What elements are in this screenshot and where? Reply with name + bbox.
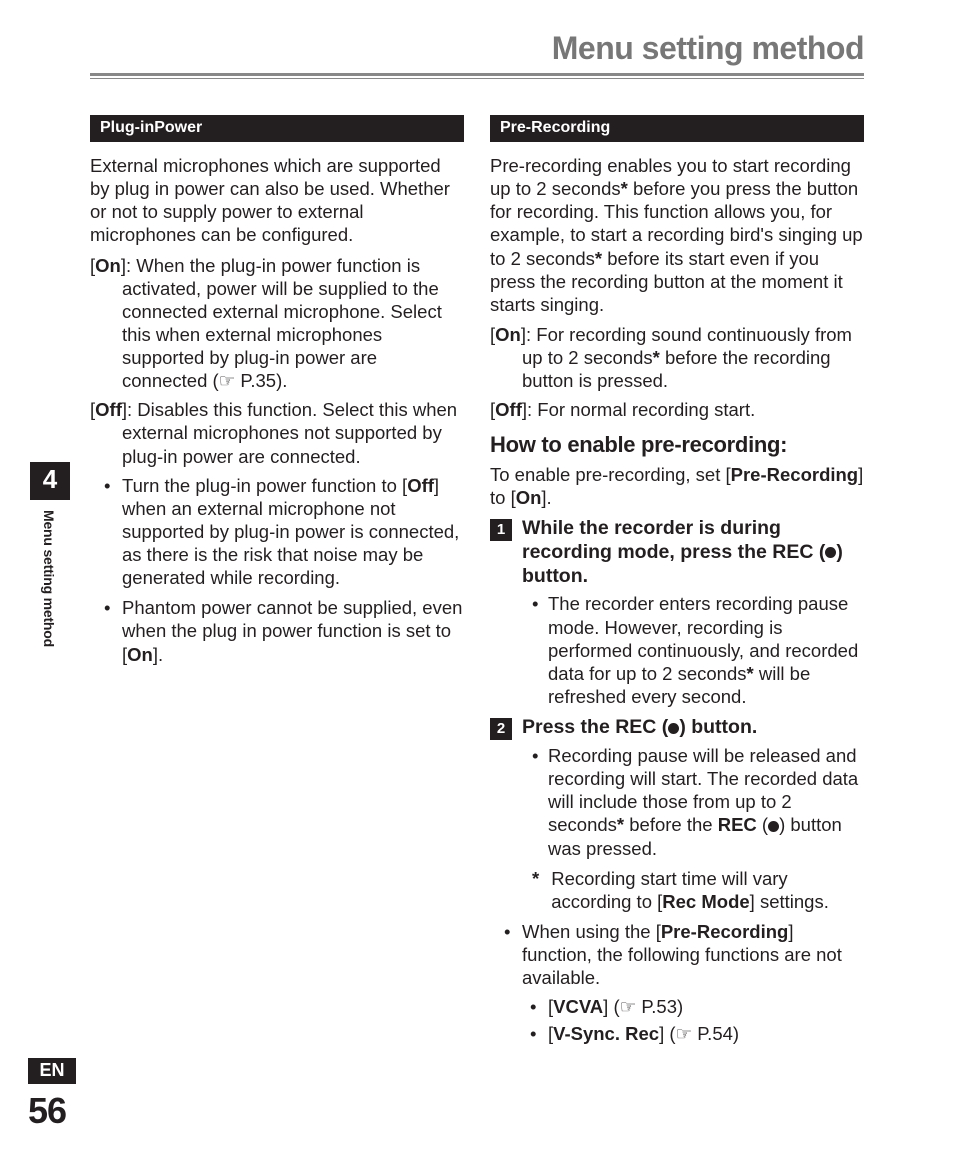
- section-header-pluginpower: Plug-inPower: [90, 115, 464, 142]
- prerecording-option-on: [On]: For recording sound continuously f…: [490, 323, 864, 392]
- off-text: : Disables this function. Select this wh…: [122, 399, 457, 466]
- pluginpower-option-off: [Off]: Disables this function. Select th…: [90, 398, 464, 467]
- enable-instruction: To enable pre-recording, set [Pre-Record…: [490, 463, 864, 509]
- unavailable-vsync-rec: [V-Sync. Rec] (☞ P.54): [548, 1022, 864, 1045]
- step-1-bullet: The recorder enters recording pause mode…: [548, 592, 864, 708]
- step-1-title: While the recorder is during recording m…: [522, 517, 864, 588]
- pluginpower-note-2: Phantom power cannot be supplied, even w…: [122, 596, 464, 665]
- prerecording-option-off: [Off]: For normal recording start.: [490, 398, 864, 421]
- unavailable-functions-note: When using the [Pre-Recording] function,…: [522, 920, 864, 1046]
- step-1: 1 While the recorder is during recording…: [490, 517, 864, 588]
- rec-circle-icon: [668, 723, 679, 734]
- step-number-1: 1: [490, 519, 512, 541]
- pluginpower-intro: External microphones which are supported…: [90, 154, 464, 247]
- label-on: On: [95, 255, 121, 276]
- step-2: 2 Press the REC () button.: [490, 716, 864, 740]
- section-header-prerecording: Pre-Recording: [490, 115, 864, 142]
- chapter-tab: 4 Menu setting method: [30, 462, 70, 647]
- left-column: Plug-inPower External microphones which …: [90, 115, 464, 1053]
- chapter-number: 4: [30, 462, 70, 500]
- pluginpower-option-on: [On]: When the plug-in power function is…: [90, 254, 464, 393]
- language-badge: EN: [28, 1058, 76, 1084]
- page-footer: EN 56: [28, 1058, 76, 1132]
- label-off: Off: [95, 399, 122, 420]
- chapter-label: Menu setting method: [41, 510, 57, 647]
- rec-circle-icon: [825, 547, 836, 558]
- rec-circle-icon: [768, 821, 779, 832]
- on-text: : When the plug-in power function is act…: [122, 255, 442, 392]
- title-underline: [90, 73, 864, 79]
- howto-heading: How to enable pre-recording:: [490, 431, 864, 459]
- right-column: Pre-Recording Pre-recording enables you …: [490, 115, 864, 1053]
- page-number: 56: [28, 1090, 76, 1132]
- unavailable-vcva: [VCVA] (☞ P.53): [548, 995, 864, 1018]
- step-2-bullet: Recording pause will be released and rec…: [548, 744, 864, 860]
- step-number-2: 2: [490, 718, 512, 740]
- pluginpower-note-1: Turn the plug-in power function to [Off]…: [122, 474, 464, 590]
- prerecording-intro: Pre-recording enables you to start recor…: [490, 154, 864, 316]
- step-2-title: Press the REC () button.: [522, 716, 757, 740]
- page-title: Menu setting method: [90, 30, 864, 71]
- step-2-footnote: * Recording start time will vary accordi…: [524, 867, 864, 913]
